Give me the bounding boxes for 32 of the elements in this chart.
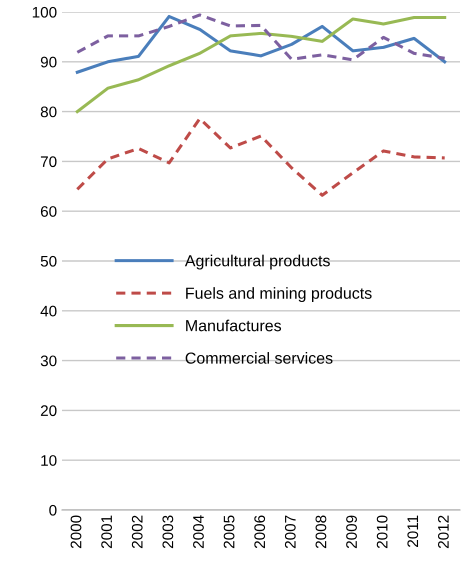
y-tick-label: 50: [40, 256, 57, 267]
x-tick-label: 2003: [162, 516, 174, 548]
y-tick-label: 10: [41, 455, 57, 466]
y-tick-label: 30: [40, 355, 57, 366]
line-series: [76, 13, 446, 62]
x-tick-label: 2012: [438, 516, 449, 548]
y-tick-label: 90: [40, 56, 57, 68]
x-tick-label: 2001: [101, 516, 112, 548]
y-tick-label: 0: [49, 504, 57, 516]
x-tick-label: 2009: [346, 516, 357, 548]
y-tick-label: 80: [40, 106, 57, 118]
y-tick-label: 70: [40, 156, 57, 168]
legend-label: Fuels and mining products: [186, 287, 372, 302]
x-tick-label: 2004: [193, 515, 204, 548]
legend-label: Commercial services: [186, 352, 332, 364]
line-series: [76, 16, 446, 114]
x-tick-label: 2005: [224, 516, 234, 548]
x-tick-label: 2011: [407, 516, 418, 547]
x-tick-label: 2006: [254, 516, 266, 548]
x-tick-label: 2002: [132, 516, 143, 548]
legend-label: Agricultural products: [184, 254, 330, 270]
legend-label: Manufactures: [186, 320, 282, 332]
y-tick-label: 40: [40, 306, 57, 316]
y-tick-label: 20: [40, 405, 57, 416]
x-tick-label: 2010: [376, 515, 388, 548]
x-tick-label: 2000: [70, 515, 82, 548]
y-tick-label: 60: [40, 206, 57, 217]
line-series: [76, 14, 446, 74]
x-tick-label: 2007: [284, 516, 296, 548]
line-series: [76, 117, 446, 197]
x-tick-label: 2008: [316, 516, 326, 548]
y-tick-label: 100: [32, 6, 57, 18]
